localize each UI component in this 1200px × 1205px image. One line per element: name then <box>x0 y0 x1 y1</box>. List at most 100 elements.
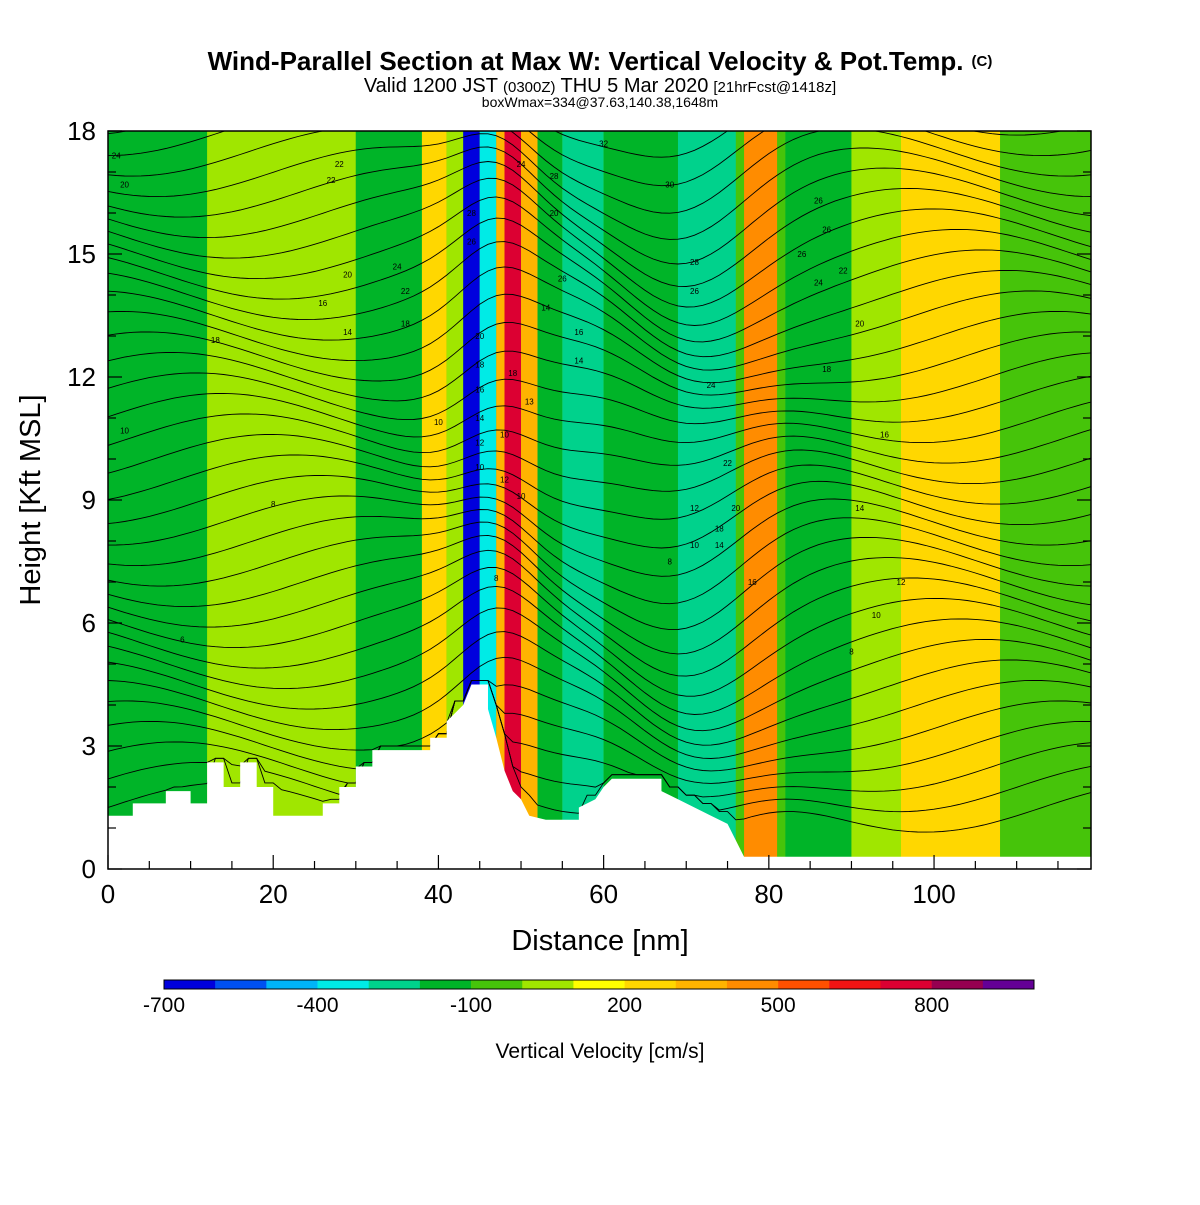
contour-label: 14 <box>475 414 484 423</box>
colorbar-swatch <box>573 980 625 989</box>
contour-label: 10 <box>690 541 699 550</box>
contour-label: 14 <box>715 541 724 550</box>
contour-label: 8 <box>667 558 672 567</box>
x-tick-label: 100 <box>912 879 955 909</box>
theta-contour <box>108 567 1091 697</box>
theta-contours <box>108 131 1091 833</box>
contour-label: 26 <box>797 250 806 259</box>
contour-label: 18 <box>508 369 517 378</box>
colorbar-tick-label: -700 <box>143 994 185 1017</box>
contour-label: 14 <box>343 328 352 337</box>
theta-contour <box>108 241 1091 358</box>
x-tick-label: 40 <box>424 879 453 909</box>
contour-label: 16 <box>318 299 327 308</box>
contour-label: 13 <box>525 398 534 407</box>
contour-label: 12 <box>690 504 699 513</box>
plot-area: 24 20 22 22 20 24 22 16 18 14 18 10 10 8 6 8 28 26 20 18 16 1… <box>108 131 1091 869</box>
contour-label: 20 <box>343 271 352 280</box>
contour-label: 8 <box>494 574 499 583</box>
contour-label: 16 <box>475 385 484 394</box>
contour-label: 10 <box>517 492 526 501</box>
colorbar-swatch <box>368 980 421 989</box>
contour-label: 32 <box>599 139 608 148</box>
y-axis-label: Height [Kft MSL] <box>15 394 47 605</box>
velocity-column <box>496 131 505 869</box>
contour-label: 22 <box>839 266 848 275</box>
contour-label: 8 <box>849 648 854 657</box>
theta-contour <box>108 521 1091 631</box>
colorbar-frame <box>163 979 1035 990</box>
chart-title: Wind-Parallel Section at Max W: Vertical… <box>208 46 993 76</box>
contour-label: 26 <box>467 238 476 247</box>
colorbar-label: Vertical Velocity [cm/s] <box>496 1040 705 1063</box>
theta-contour <box>108 607 1091 732</box>
valid-date: THU 5 Mar 2020 <box>561 75 709 97</box>
colorbar-tick-label: 800 <box>914 994 949 1017</box>
theta-contour <box>108 131 1063 158</box>
colorbar <box>163 979 1035 990</box>
velocity-column <box>677 131 736 869</box>
theta-contour <box>108 146 1091 265</box>
colorbar-swatch <box>164 980 216 989</box>
theta-contour <box>108 585 1091 715</box>
colorbar-swatch <box>215 980 267 989</box>
theta-contour <box>108 392 1091 444</box>
colorbar-swatch <box>522 980 574 989</box>
theta-contour <box>108 454 1091 520</box>
colorbar-tick-label: -400 <box>297 994 339 1017</box>
contour-label: 10 <box>475 463 484 472</box>
contour-label: 22 <box>723 459 732 468</box>
contour-label: 10 <box>120 426 129 435</box>
velocity-column <box>108 131 208 869</box>
contour-label: 24 <box>517 160 526 169</box>
colorbar-swatch <box>982 980 1035 989</box>
y-tick-label: 15 <box>67 239 96 269</box>
velocity-column <box>744 131 778 869</box>
contour-label: 26 <box>822 225 831 234</box>
theta-contour <box>108 131 1091 214</box>
velocity-column <box>562 131 604 869</box>
contour-label: 14 <box>541 303 550 312</box>
contour-label: 26 <box>690 287 699 296</box>
colorbar-swatch <box>931 980 984 989</box>
theta-contour <box>108 161 1091 287</box>
x-axis-ticks: 0 20 40 60 80 100 <box>101 855 1059 909</box>
contour-label: 22 <box>327 176 336 185</box>
velocity-column <box>446 131 464 869</box>
theta-contour <box>108 133 1091 240</box>
contour-label: 14 <box>855 504 864 513</box>
contour-label: 24 <box>707 381 716 390</box>
theta-contour <box>108 177 1091 308</box>
theta-contour <box>108 474 1091 549</box>
colorbar-ticks: -700 -400 -100 200 500 800 <box>143 994 949 1017</box>
box-wmax-line: boxWmax=334@37.63,140.38,1648m <box>482 94 718 110</box>
colorbar-swatch <box>317 980 370 989</box>
contour-label: 22 <box>335 160 344 169</box>
valid-line: Valid 1200 JST (0300Z) THU 5 Mar 2020 [21hr… <box>364 75 836 97</box>
contour-label: 20 <box>855 320 864 329</box>
theta-contour <box>108 679 1091 784</box>
contour-label: 14 <box>574 357 583 366</box>
colorbar-tick-label: 500 <box>761 994 796 1017</box>
contour-label: 8 <box>271 500 276 509</box>
contour-label: 20 <box>731 504 740 513</box>
contour-label: 20 <box>475 332 484 341</box>
theta-contour <box>108 656 1091 759</box>
contour-label: 16 <box>748 578 757 587</box>
colorbar-swatch <box>829 980 881 989</box>
colorbar-swatch <box>419 980 472 989</box>
theta-contour <box>108 679 1091 772</box>
title-mark: (C) <box>972 53 993 70</box>
contour-label: 16 <box>880 430 889 439</box>
colorbar-swatch <box>624 980 677 989</box>
contour-label: 6 <box>180 635 185 644</box>
contour-label: 12 <box>897 578 906 587</box>
theta-contour <box>108 433 1091 492</box>
velocity-column <box>521 131 538 869</box>
theta-contour <box>108 495 1091 577</box>
contour-label: 12 <box>475 439 484 448</box>
contour-label: 26 <box>814 197 823 206</box>
colorbar-swatch <box>675 980 728 989</box>
contour-label: 12 <box>500 476 509 485</box>
